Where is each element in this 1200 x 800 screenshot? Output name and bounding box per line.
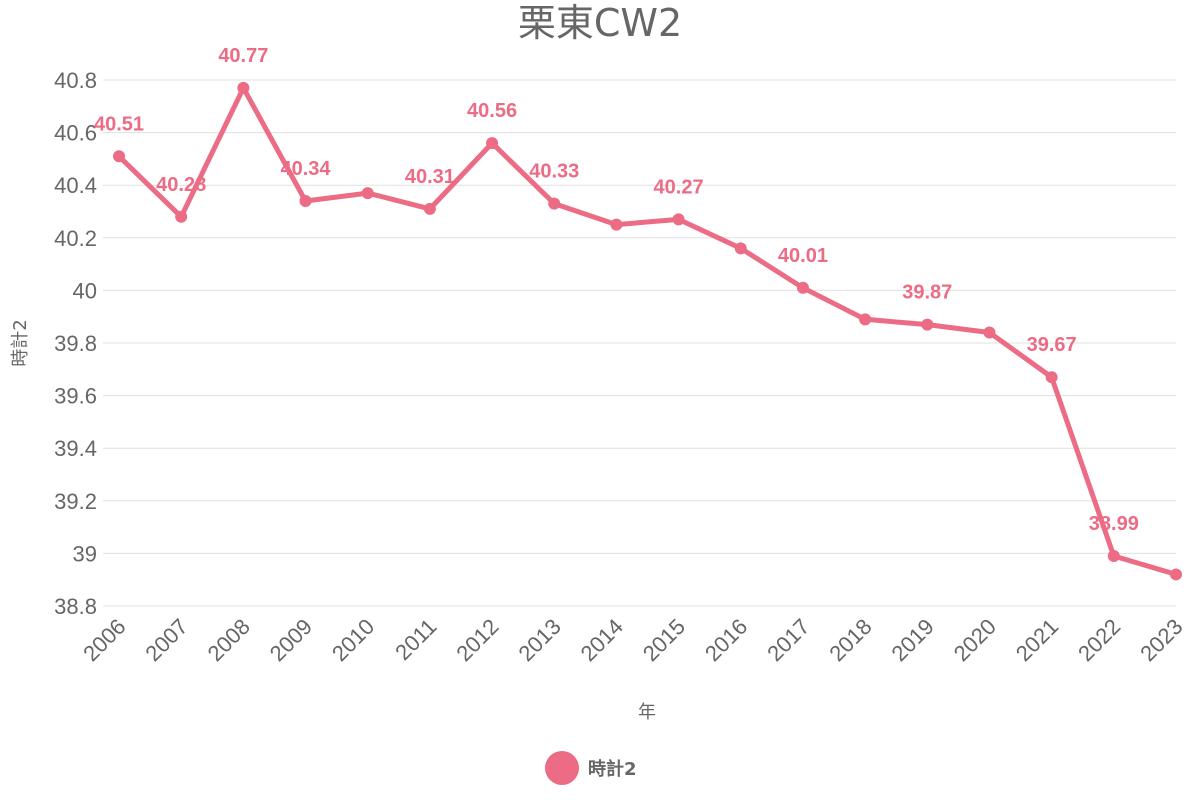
y-tick-label: 40.6	[54, 121, 97, 146]
data-point[interactable]	[734, 242, 747, 255]
data-point[interactable]	[113, 150, 125, 163]
x-axis-title: 年	[638, 702, 656, 723]
chart-title: 栗東CW2	[518, 1, 682, 45]
data-label: 40.31	[405, 166, 455, 188]
data-labels: 40.51 40.28 40.77 40.34 40.31 40.56 40.33 40.27…	[94, 45, 1139, 535]
data-label: 40.27	[654, 176, 704, 198]
data-point[interactable]	[423, 202, 436, 215]
y-axis-ticks: 40.8 40.6 40.4 40.2 40 39.8 39.6 39.4 39.2 39 38.8	[54, 68, 97, 619]
x-tick-label: 2012	[451, 614, 503, 666]
data-point[interactable]	[983, 326, 996, 339]
x-tick-label: 2019	[887, 614, 939, 666]
series-line	[116, 85, 1179, 577]
data-label: 40.56	[467, 100, 517, 122]
x-tick-label: 2010	[327, 614, 379, 666]
data-label: 40.28	[156, 174, 206, 196]
y-tick-label: 40.4	[54, 173, 97, 198]
data-label: 38.99	[1089, 513, 1139, 535]
y-axis-title: 時計2	[10, 319, 31, 366]
x-tick-label: 2022	[1073, 614, 1125, 666]
data-point[interactable]	[610, 218, 623, 231]
y-tick-label: 40	[73, 278, 97, 303]
y-tick-label: 40.2	[54, 226, 97, 251]
x-tick-label: 2017	[762, 614, 814, 666]
y-tick-label: 40.8	[54, 68, 97, 93]
data-label: 40.01	[778, 245, 828, 267]
legend[interactable]: 時計2	[545, 751, 637, 785]
data-point[interactable]	[548, 197, 561, 210]
data-point[interactable]	[1170, 568, 1182, 581]
data-label: 40.51	[94, 113, 144, 135]
legend-label[interactable]: 時計2	[588, 758, 637, 780]
data-label: 39.67	[1027, 334, 1077, 356]
legend-swatch[interactable]	[545, 751, 579, 785]
data-label: 40.34	[280, 158, 331, 180]
data-point[interactable]	[175, 210, 188, 223]
y-tick-label: 39.2	[54, 489, 97, 514]
grid-lines	[103, 79, 1176, 607]
data-point[interactable]	[859, 313, 872, 326]
x-tick-label: 2011	[390, 614, 441, 665]
x-tick-label: 2007	[140, 614, 192, 666]
y-tick-label: 39.6	[54, 384, 97, 409]
x-tick-label: 2015	[638, 614, 690, 666]
data-point[interactable]	[796, 281, 809, 294]
x-tick-label: 2020	[949, 614, 1001, 666]
y-tick-label: 39	[73, 541, 97, 566]
y-tick-label: 39.8	[54, 331, 97, 356]
data-label: 39.87	[902, 282, 952, 304]
data-point[interactable]	[672, 213, 685, 226]
y-tick-label: 38.8	[54, 594, 97, 619]
x-tick-label: 2009	[265, 614, 317, 666]
data-point[interactable]	[921, 318, 934, 331]
data-point[interactable]	[299, 194, 312, 207]
x-tick-label: 2013	[513, 614, 565, 666]
data-point[interactable]	[486, 137, 499, 150]
data-label: 40.77	[218, 45, 268, 67]
data-label: 40.33	[529, 161, 579, 183]
x-tick-label: 2006	[78, 614, 130, 666]
y-tick-label: 39.4	[54, 436, 97, 461]
x-tick-label: 2021	[1011, 614, 1063, 666]
x-tick-label: 2016	[700, 614, 752, 666]
x-tick-label: 2014	[576, 614, 628, 666]
x-tick-label: 2008	[203, 614, 255, 666]
data-point[interactable]	[361, 187, 374, 200]
data-point[interactable]	[237, 81, 250, 94]
x-tick-label: 2018	[824, 614, 876, 666]
data-point[interactable]	[1107, 550, 1120, 563]
x-tick-label: 2023	[1135, 614, 1187, 666]
series-layer	[113, 81, 1182, 581]
x-axis-ticks: 2006 2007 2008 2009 2010 2011 2012 2013 2014 2015…	[78, 614, 1187, 666]
data-point[interactable]	[1045, 371, 1058, 384]
